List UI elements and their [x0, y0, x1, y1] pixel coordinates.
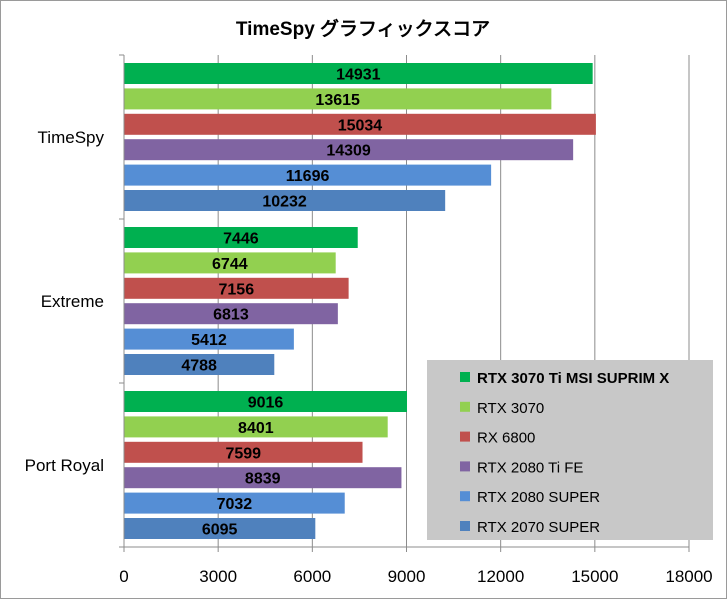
- data-label: 15034: [338, 117, 383, 134]
- data-label: 9016: [248, 395, 284, 412]
- bar: [124, 303, 338, 325]
- legend-swatch: [460, 461, 470, 472]
- bar: [124, 518, 316, 539]
- bar: [124, 139, 574, 161]
- legend-label: RTX 2080 SUPER: [477, 489, 600, 506]
- data-label: 6095: [202, 522, 238, 539]
- bar: [124, 113, 596, 135]
- category-label: Extreme: [41, 292, 104, 311]
- legend-swatch: [460, 491, 470, 502]
- legend-swatch: [460, 431, 470, 442]
- legend-swatch: [460, 401, 470, 412]
- data-label: 13615: [315, 92, 360, 109]
- bar: [124, 354, 275, 375]
- legend-label: RTX 2070 SUPER: [477, 519, 600, 536]
- category-label: Port Royal: [25, 456, 104, 475]
- bars: 14931 13615 15034 14309 11696 10232 7446 6744 71…: [124, 63, 596, 539]
- bar: [124, 492, 345, 514]
- legend-label: RX 6800: [477, 430, 535, 447]
- x-tick-label: 9000: [388, 567, 426, 586]
- data-label: 5412: [191, 332, 227, 349]
- legend-swatch: [460, 372, 470, 382]
- data-label: 14931: [336, 67, 381, 84]
- data-label: 8401: [238, 420, 274, 437]
- legend-label: RTX 3070: [477, 400, 544, 417]
- bar: [124, 252, 336, 274]
- bar: [124, 63, 593, 84]
- data-label: 6813: [213, 307, 249, 324]
- bar: [124, 88, 552, 110]
- legend-label: RTX 2080 Ti FE: [477, 459, 583, 476]
- bar: [124, 441, 363, 463]
- data-label: 7599: [225, 445, 261, 462]
- data-label: 10232: [262, 194, 307, 211]
- data-label: 8839: [245, 471, 281, 488]
- data-label: 7156: [219, 281, 255, 298]
- data-label: 4788: [181, 358, 217, 375]
- bar: [124, 277, 349, 299]
- bar: [124, 190, 446, 211]
- legend: RTX 3070 Ti MSI SUPRIM X RTX 3070 RX 6800 R…: [427, 360, 713, 540]
- x-tick-label: 3000: [199, 567, 237, 586]
- bar: [124, 391, 408, 412]
- legend-swatch: [460, 521, 470, 531]
- data-label: 7032: [217, 496, 253, 513]
- axes: 0 3000 6000 9000 12000 15000 18000 TimeSpy Extre…: [25, 54, 713, 586]
- gridlines: [217, 55, 690, 547]
- x-tick-label: 15000: [571, 567, 618, 586]
- bar: [124, 227, 358, 248]
- x-tick-label: 0: [119, 567, 128, 586]
- bar: [124, 164, 492, 186]
- chart-title: TimeSpy グラフィックスコア: [236, 17, 490, 40]
- x-tick-label: 12000: [477, 567, 524, 586]
- data-label: 6744: [212, 256, 248, 273]
- x-tick-label: 6000: [293, 567, 331, 586]
- legend-box: [427, 360, 713, 540]
- category-label: TimeSpy: [38, 128, 105, 147]
- data-label: 14309: [326, 143, 371, 160]
- x-tick-label: 18000: [665, 567, 712, 586]
- bar: [124, 416, 388, 438]
- data-label: 7446: [223, 231, 259, 248]
- bar: [124, 328, 294, 350]
- data-label: 11696: [286, 168, 330, 185]
- legend-label: RTX 3070 Ti MSI SUPRIM X: [477, 370, 669, 387]
- bar: [124, 467, 402, 489]
